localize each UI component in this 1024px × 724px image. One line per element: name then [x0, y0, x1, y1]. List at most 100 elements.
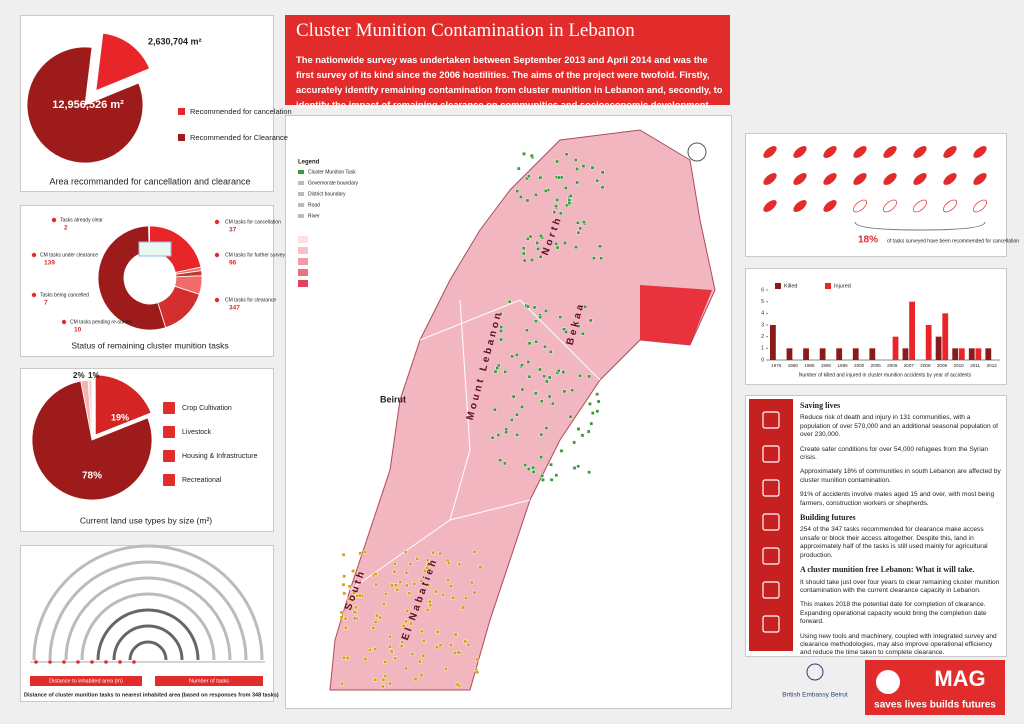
task-marker	[340, 681, 344, 686]
bomb-icon	[823, 200, 837, 212]
slice-label: 78%	[82, 471, 102, 482]
heading: Saving lives	[800, 401, 841, 410]
bar	[786, 348, 793, 360]
slice	[94, 374, 152, 436]
bar	[852, 348, 859, 360]
task-marker	[358, 551, 363, 556]
task-marker	[503, 461, 507, 466]
task-marker	[389, 649, 394, 654]
task-marker	[527, 374, 532, 379]
task-marker	[371, 626, 376, 630]
task-marker	[558, 211, 563, 216]
task-marker	[434, 589, 438, 594]
task-marker	[342, 655, 346, 660]
task-marker	[373, 620, 378, 624]
slice-label: 2%	[73, 371, 85, 380]
legend-label: District boundary	[308, 191, 346, 197]
paragraph: This makes 2018 the potential date for c…	[800, 601, 987, 626]
legend-label: River	[308, 213, 320, 219]
slice-value: 96	[229, 260, 237, 267]
y-tick-label: 6	[761, 287, 764, 293]
task-marker	[381, 684, 385, 689]
task-marker	[516, 166, 521, 171]
icon	[762, 479, 780, 497]
task-marker	[580, 433, 585, 438]
heading: Building futures	[800, 513, 856, 523]
distance-arc	[96, 608, 200, 661]
task-marker	[592, 256, 596, 260]
x-tick-label: 2009	[937, 363, 948, 368]
task-marker	[339, 615, 344, 620]
bomb-icon	[793, 173, 807, 185]
task-marker	[575, 180, 579, 185]
task-marker	[529, 153, 534, 158]
bar	[935, 336, 942, 360]
caption: Distance of cluster munition tasks to ne…	[24, 692, 279, 698]
y-tick-label: 0	[761, 357, 764, 363]
distance-arc	[112, 624, 184, 661]
task-marker	[522, 152, 526, 156]
task-marker	[352, 616, 357, 621]
x-tick-label: 2012	[987, 363, 998, 368]
legend-label: Number of tasks	[189, 678, 229, 684]
task-marker	[515, 412, 519, 417]
distance-arc	[128, 640, 168, 661]
text-panel: Saving lives Reduce risk of death and inj…	[800, 400, 1002, 664]
bar	[869, 348, 876, 360]
task-marker	[419, 673, 424, 677]
legend-label: Distance to inhabited area (m)	[49, 678, 123, 684]
task-marker	[428, 599, 432, 604]
task-marker	[378, 615, 382, 620]
task-marker	[472, 550, 477, 554]
task-marker	[569, 193, 573, 198]
bomb-icon	[973, 146, 987, 158]
task-marker	[401, 623, 406, 628]
y-tick-label: 3	[761, 322, 764, 328]
slice	[95, 32, 151, 92]
task-marker	[567, 198, 572, 202]
dot	[90, 660, 94, 664]
task-marker	[446, 577, 450, 582]
task-marker	[578, 373, 582, 378]
task-marker	[556, 368, 561, 373]
task-marker	[539, 399, 544, 404]
task-marker	[557, 175, 561, 180]
task-marker	[515, 432, 520, 437]
task-marker	[392, 569, 397, 574]
region	[640, 285, 712, 345]
x-tick-label: 2010	[953, 363, 964, 368]
task-marker	[572, 440, 576, 445]
label-dot	[214, 219, 220, 225]
legend-icon	[163, 450, 175, 462]
task-marker	[453, 651, 457, 655]
percent: 18%	[858, 235, 878, 246]
icon	[762, 445, 780, 463]
task-marker	[413, 677, 418, 681]
slice	[31, 380, 153, 501]
slice-name: CM tasks for cancellation	[225, 219, 281, 225]
bar	[909, 301, 915, 360]
task-marker	[374, 582, 379, 587]
task-marker	[490, 435, 495, 440]
task-marker	[425, 565, 429, 570]
task-marker	[576, 324, 581, 328]
task-marker	[581, 331, 585, 336]
bar	[770, 325, 776, 360]
legend-box	[155, 676, 263, 686]
task-marker	[541, 478, 545, 482]
logo: MAG	[934, 666, 985, 691]
task-marker	[543, 344, 547, 349]
task-marker	[554, 473, 559, 478]
bomb-icon	[823, 146, 837, 158]
slogan: saves lives builds futures	[874, 700, 996, 711]
task-marker	[583, 305, 588, 309]
task-marker	[530, 258, 534, 262]
task-marker	[407, 591, 412, 596]
icon	[762, 411, 780, 429]
bar	[803, 348, 809, 360]
panel	[745, 268, 1007, 385]
legend-swatch	[178, 108, 185, 115]
task-marker	[545, 379, 549, 384]
